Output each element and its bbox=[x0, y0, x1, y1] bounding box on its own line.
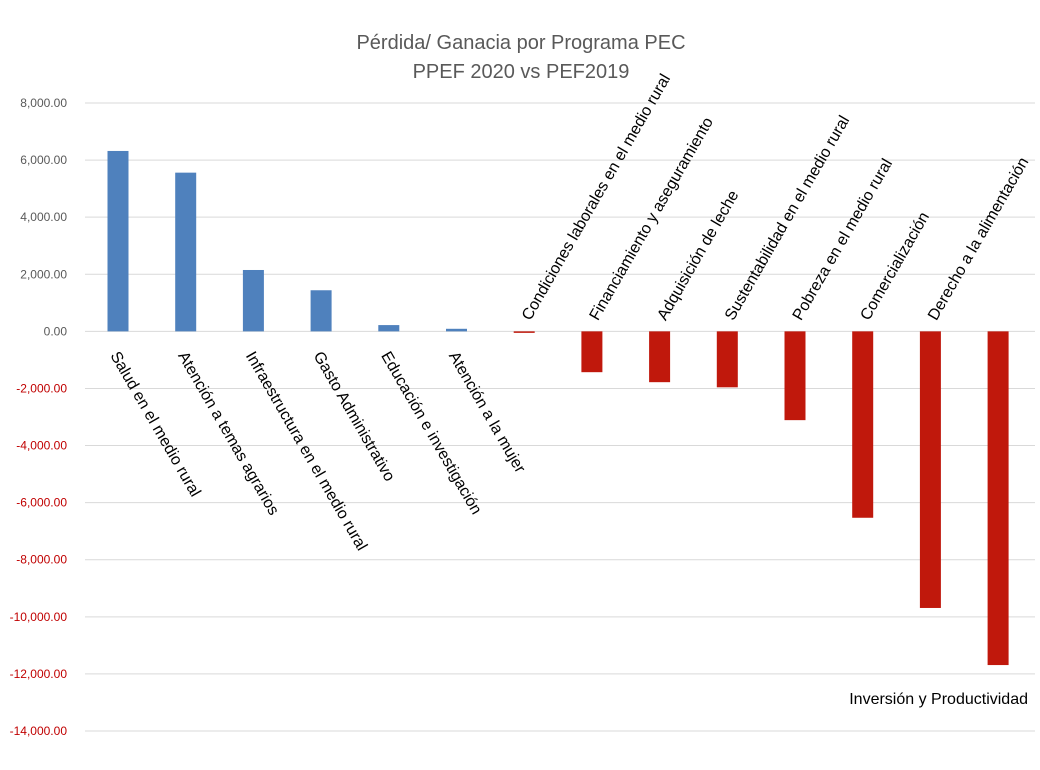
gridlines bbox=[85, 102, 1035, 732]
category-label: Condiciones laborales en el medio rural bbox=[519, 71, 674, 323]
bar bbox=[310, 290, 332, 332]
y-tick-label: 8,000.00 bbox=[20, 96, 67, 110]
bar bbox=[581, 331, 603, 373]
bar bbox=[513, 331, 535, 333]
bars bbox=[107, 150, 1009, 666]
bar bbox=[175, 172, 197, 332]
bar bbox=[784, 331, 806, 421]
category-label: Financiamiento y aseguramiento bbox=[587, 115, 717, 324]
y-axis-ticks: 8,000.00 6,000.00 4,000.00 2,000.00 0.00 -2,0… bbox=[10, 96, 68, 738]
bar bbox=[919, 331, 941, 608]
y-tick-label: -12,000.00 bbox=[10, 667, 68, 681]
bar bbox=[716, 331, 738, 388]
y-tick-label: 6,000.00 bbox=[20, 153, 67, 167]
y-tick-label: 0.00 bbox=[44, 324, 68, 338]
category-label: Atención a la mujer bbox=[445, 349, 529, 477]
bar bbox=[852, 331, 874, 518]
category-label: Derecho a la alimentación bbox=[925, 155, 1032, 324]
y-tick-label: 4,000.00 bbox=[20, 210, 67, 224]
y-tick-label: -14,000.00 bbox=[10, 724, 68, 738]
y-tick-label: 2,000.00 bbox=[20, 267, 67, 281]
category-label: Infraestructura en el medio rural bbox=[242, 349, 370, 554]
bar bbox=[242, 269, 264, 332]
bar bbox=[649, 331, 671, 383]
y-tick-label: -10,000.00 bbox=[10, 610, 68, 624]
category-label: Sustentabilidad en el medio rural bbox=[722, 113, 853, 323]
category-label: Comercialización bbox=[857, 209, 933, 323]
chart-title-line1: Pérdida/ Ganacia por Programa PEC bbox=[356, 32, 685, 54]
chart-title-line2: PPEF 2020 vs PEF2019 bbox=[413, 61, 630, 83]
bar bbox=[446, 328, 467, 332]
y-tick-label: -4,000.00 bbox=[16, 439, 67, 453]
category-label: Inversión y Productividad bbox=[849, 691, 1028, 708]
bar bbox=[107, 150, 129, 332]
y-tick-label: -6,000.00 bbox=[16, 496, 67, 510]
bar bbox=[987, 331, 1009, 666]
y-tick-label: -2,000.00 bbox=[16, 381, 67, 395]
y-tick-label: -8,000.00 bbox=[16, 553, 67, 567]
bar bbox=[378, 325, 400, 332]
